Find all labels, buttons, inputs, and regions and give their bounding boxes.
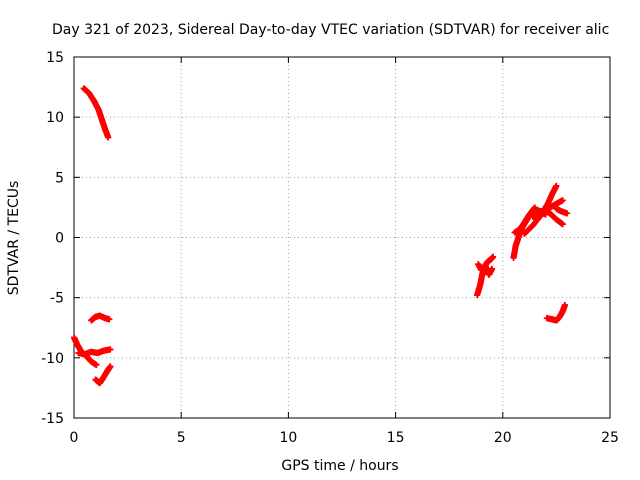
- axis-ticks: [73, 56, 611, 419]
- data-series: [71, 85, 571, 387]
- data-point: [559, 221, 566, 228]
- x-tick-label: 5: [177, 430, 186, 446]
- data-track-4: [92, 363, 114, 387]
- y-tick-label: 0: [55, 231, 64, 247]
- y-tick-label: -5: [50, 291, 64, 307]
- grid: [74, 57, 610, 418]
- data-track-0: [80, 85, 112, 141]
- data-point: [106, 316, 113, 323]
- y-tick-label: 15: [46, 50, 64, 66]
- data-track-11: [540, 205, 566, 228]
- data-point: [553, 182, 560, 189]
- x-tick-labels: 0 5 10 15 20 25: [70, 430, 619, 446]
- data-track-10: [529, 197, 566, 221]
- x-tick-label: 10: [279, 430, 297, 446]
- data-point: [561, 301, 568, 308]
- data-track-13: [543, 301, 568, 324]
- data-track-2: [75, 346, 114, 358]
- y-tick-label: -15: [41, 411, 64, 427]
- x-tick-label: 20: [494, 430, 512, 446]
- y-tick-label: 10: [46, 110, 64, 126]
- data-track-5: [474, 253, 497, 299]
- data-point: [559, 197, 566, 204]
- x-tick-label: 0: [70, 430, 79, 446]
- chart-title: Day 321 of 2023, Sidereal Day-to-day VTE…: [52, 22, 609, 38]
- data-point: [564, 210, 571, 217]
- y-axis-title: SDTVAR / TECUs: [6, 181, 22, 296]
- y-tick-label: 5: [55, 170, 64, 186]
- data-point: [93, 362, 100, 369]
- x-tick-label: 25: [601, 430, 619, 446]
- y-tick-label: -10: [41, 351, 64, 367]
- data-point: [490, 253, 497, 260]
- x-tick-label: 15: [387, 430, 405, 446]
- data-point: [105, 134, 112, 141]
- data-point: [107, 346, 114, 353]
- y-tick-labels: -15 -10 -5 0 5 10 15: [41, 50, 64, 427]
- data-point: [107, 363, 114, 370]
- x-axis-title: GPS time / hours: [281, 458, 398, 474]
- data-point: [489, 265, 496, 272]
- data-track-6: [475, 260, 496, 278]
- data-track-3: [88, 312, 113, 324]
- data-track-12: [553, 205, 571, 217]
